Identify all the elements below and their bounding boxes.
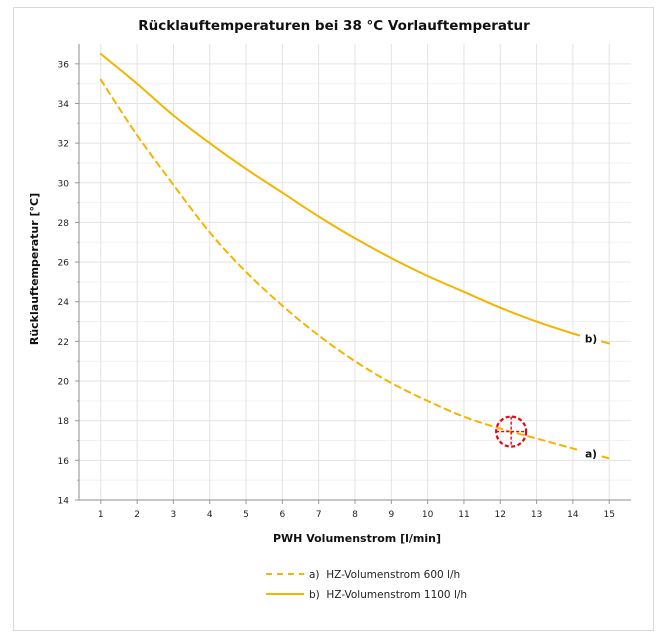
chart-title: Rücklauftemperaturen bei 38 °C Vorlaufte… xyxy=(138,18,530,34)
labels-layer: a) b) xyxy=(580,330,602,460)
x-tick-label: 13 xyxy=(531,510,542,520)
x-tick-label: 11 xyxy=(458,510,469,520)
y-tick-label: 24 xyxy=(58,298,70,308)
grid xyxy=(79,44,631,501)
x-tick-label: 3 xyxy=(171,510,177,520)
series-end-label-a: a) xyxy=(585,448,597,460)
x-tick-label: 8 xyxy=(352,510,358,520)
x-tick-label: 15 xyxy=(603,510,614,520)
y-tick-label: 26 xyxy=(58,259,70,269)
y-tick-label: 20 xyxy=(58,378,70,388)
y-tick-label: 28 xyxy=(58,219,70,229)
marker-layer xyxy=(495,415,528,448)
y-tick-label: 30 xyxy=(58,179,70,189)
y-tick-label: 36 xyxy=(58,60,70,70)
series-line-b xyxy=(99,52,611,345)
series-end-label-bg xyxy=(580,330,602,345)
legend-label-b: b) HZ-Volumenstrom 1100 l/h xyxy=(309,589,467,601)
y-axis-label: Rücklauftemperatur [°C] xyxy=(28,193,41,345)
y-tick-label: 34 xyxy=(58,100,70,110)
x-axis-label: PWH Volumenstrom [l/min] xyxy=(273,532,441,545)
crosshair-marker xyxy=(495,415,528,448)
x-tick-label: 1 xyxy=(98,510,104,520)
y-tick-label: 18 xyxy=(58,417,70,427)
x-tick-label: 5 xyxy=(243,510,249,520)
legend: a) HZ-Volumenstrom 600 l/h b) HZ-Volumens… xyxy=(266,569,467,601)
series-end-label-bg xyxy=(580,445,602,460)
y-tick-label: 14 xyxy=(58,497,70,507)
chart-frame: Rücklauftemperaturen bei 38 °C Vorlaufte… xyxy=(13,7,654,631)
y-tick-label: 32 xyxy=(58,140,69,150)
series-end-label-b: b) xyxy=(585,333,597,345)
x-tick-label: 12 xyxy=(495,510,506,520)
x-tick-label: 9 xyxy=(388,510,394,520)
x-tick-label: 6 xyxy=(280,510,286,520)
series-layer xyxy=(99,52,611,460)
y-tick-label: 22 xyxy=(58,338,69,348)
x-tick-label: 2 xyxy=(134,510,140,520)
x-tick-label: 14 xyxy=(567,510,579,520)
x-tick-label: 7 xyxy=(316,510,322,520)
chart: Rücklauftemperaturen bei 38 °C Vorlaufte… xyxy=(28,18,631,601)
legend-label-a: a) HZ-Volumenstrom 600 l/h xyxy=(309,569,460,581)
x-tick-label: 10 xyxy=(422,510,434,520)
x-tick-label: 4 xyxy=(207,510,213,520)
y-tick-label: 16 xyxy=(58,457,70,467)
